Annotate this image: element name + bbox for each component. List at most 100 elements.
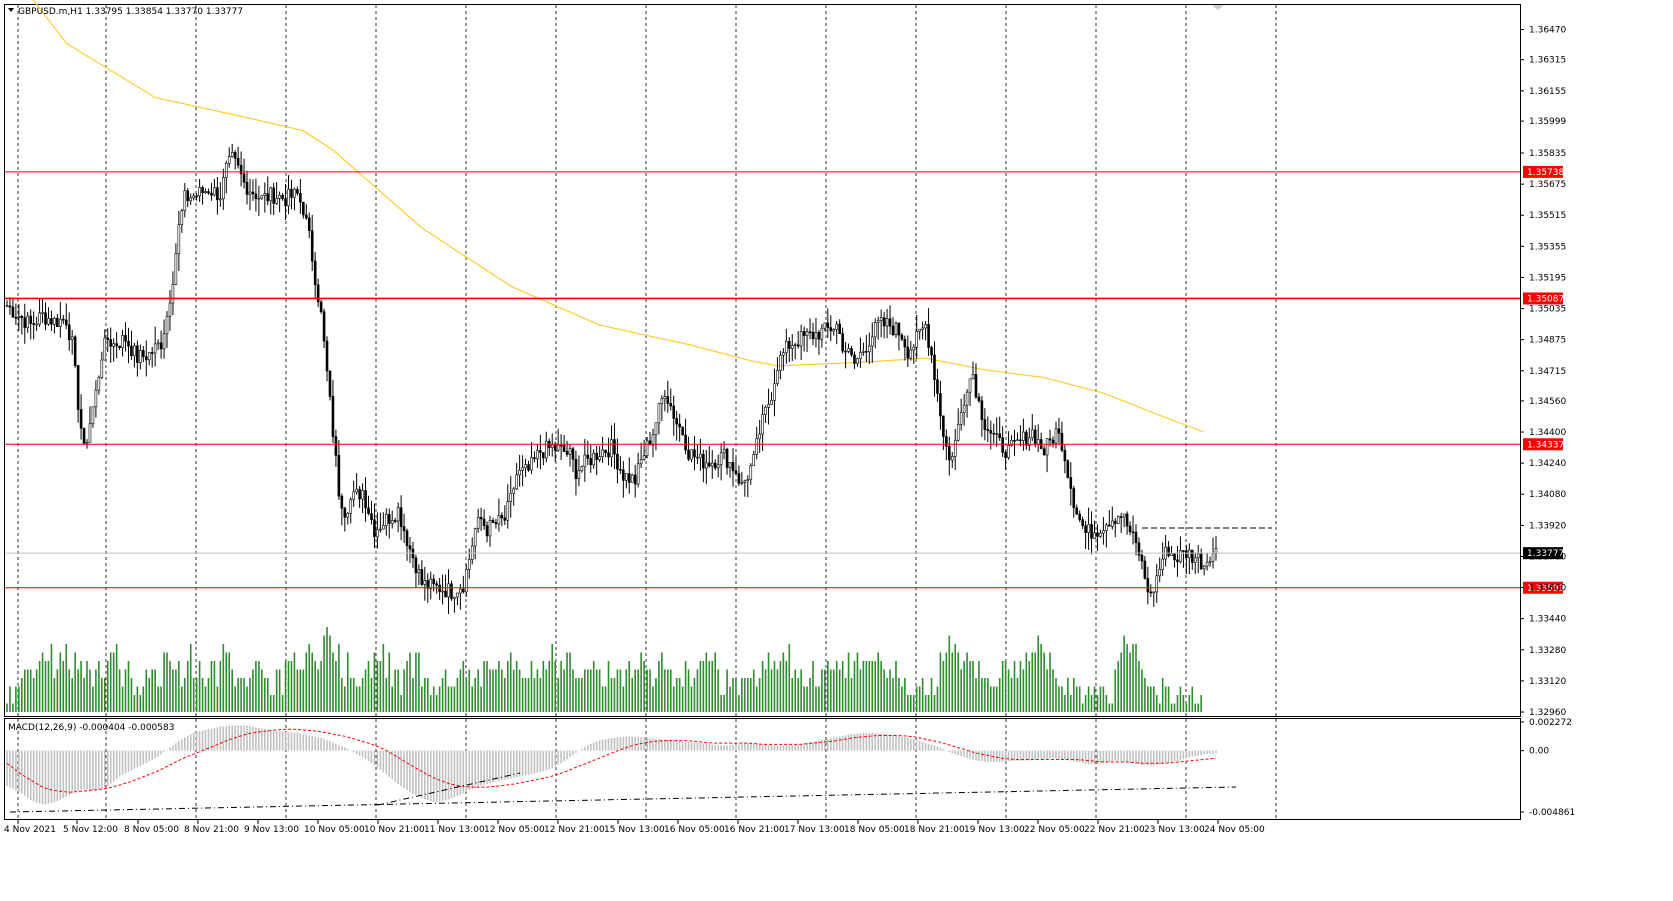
price-tick-label: 1.33280 (1529, 646, 1566, 656)
candle-body (1155, 575, 1159, 593)
candle-body (1072, 488, 1076, 509)
candle-body (927, 324, 930, 348)
candle-body (399, 507, 403, 528)
candle-body (23, 317, 27, 328)
candle-body (343, 507, 347, 518)
candle-body (405, 530, 409, 547)
candle-body (974, 374, 978, 398)
time-tick-label: 12 Nov 05:00 (484, 825, 545, 835)
candle-body (260, 195, 264, 199)
candle-body (503, 517, 507, 521)
candle-body (980, 400, 984, 420)
candle-body (20, 316, 24, 318)
candle-body (657, 403, 661, 424)
price-tick-label: 1.35355 (1529, 242, 1566, 252)
macd-trendline-upper[interactable] (377, 772, 521, 806)
candle-body (1105, 524, 1108, 531)
dropdown-arrow-icon[interactable] (8, 8, 14, 12)
time-tick-label: 16 Nov 21:00 (724, 825, 785, 835)
price-tick-label: 1.35035 (1529, 305, 1566, 315)
candle-body (85, 442, 89, 444)
scroll-marker-icon[interactable] (1212, 5, 1224, 10)
candle-body (387, 514, 391, 524)
candle-body (248, 191, 252, 195)
candle-body (186, 190, 190, 202)
candle-body (488, 520, 492, 537)
time-tick-label: 15 Nov 13:00 (604, 825, 665, 835)
candle-body (1170, 553, 1173, 556)
candle-body (681, 426, 684, 436)
horizontal-levels[interactable]: 1.35738 1.35087 1.34337 1.33599 1.33777 (5, 165, 1564, 594)
candle-body (906, 346, 910, 359)
candle-body (559, 444, 563, 447)
candle-body (1125, 513, 1129, 527)
candle-body (574, 458, 578, 480)
candle-body (1075, 507, 1079, 515)
candle-body (236, 158, 240, 166)
time-tick-label: 4 Nov 2021 (4, 825, 56, 835)
candle-body (47, 318, 50, 325)
candle-body (965, 391, 969, 406)
candle-body (710, 462, 714, 467)
candle-body (1060, 432, 1064, 451)
candle-body (251, 191, 255, 195)
candle-body (456, 592, 459, 598)
candle-body (687, 449, 690, 460)
candle-body (1110, 520, 1114, 527)
candle-body (476, 516, 480, 529)
candle-body (62, 318, 65, 321)
candle-body (515, 474, 518, 490)
candle-body (915, 331, 919, 348)
candle-body (447, 583, 450, 598)
candle-body (598, 456, 601, 460)
candle-body (245, 181, 249, 195)
candle-body (752, 454, 756, 467)
candle-body (429, 578, 433, 589)
candle-body (355, 488, 358, 493)
candle-body (1131, 531, 1135, 534)
candle-body (796, 344, 800, 347)
candle-body (1054, 428, 1058, 444)
level-badge (1523, 292, 1563, 305)
candle-body (364, 490, 367, 509)
candle-body (814, 332, 818, 340)
level-badge (1523, 165, 1563, 178)
candle-body (334, 436, 338, 456)
candle-body (127, 340, 130, 347)
candle-body (70, 336, 74, 341)
candle-body (59, 318, 62, 327)
candle-body (1119, 516, 1123, 518)
candle-body (97, 377, 101, 391)
candle-body (112, 343, 115, 347)
candle-body (607, 452, 610, 458)
candle-body (826, 322, 830, 328)
candle-body (817, 332, 821, 340)
candle-body (1099, 532, 1102, 537)
candle-body (1179, 550, 1182, 563)
symbol-info: GBPUSD.m,H1 1.33795 1.33854 1.33770 1.33… (18, 7, 243, 17)
candle-body (595, 452, 598, 460)
candle-body (702, 453, 705, 469)
candle-body (693, 449, 696, 458)
candle-body (281, 194, 284, 200)
candle-body (124, 335, 127, 342)
candle-body (346, 513, 350, 518)
candle-body (805, 331, 809, 336)
macd-tick-label: 0.002272 (1529, 718, 1572, 728)
time-tick-label: 5 Nov 12:00 (63, 825, 118, 835)
candle-body (441, 590, 444, 593)
candle-body (942, 415, 945, 437)
candle-body (870, 336, 874, 347)
candle-body (506, 501, 510, 521)
candle-body (14, 316, 18, 319)
candle-body (719, 452, 723, 466)
candle-body (465, 568, 468, 593)
candle-body (841, 333, 844, 352)
candle-body (1196, 553, 1200, 559)
candle-body (835, 323, 839, 330)
candle-body (859, 352, 862, 359)
macd-trendline-lower[interactable] (9, 786, 1237, 813)
candle-body (204, 191, 207, 194)
